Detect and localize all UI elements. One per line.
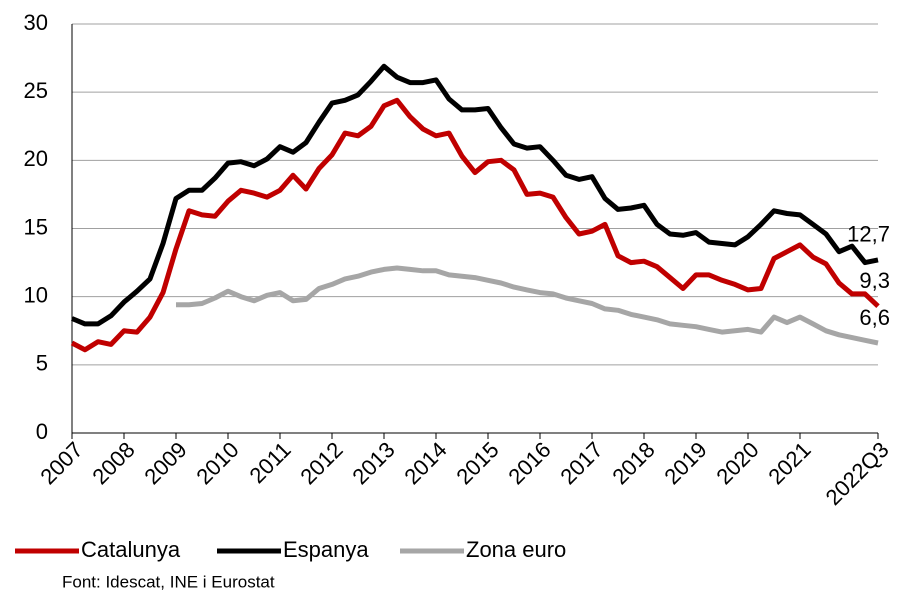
x-tick-label: 2008 [87,437,139,489]
legend-label: Espanya [283,537,369,562]
series-line [176,265,879,346]
y-tick-label: 15 [24,214,48,239]
x-tick-label: 2020 [711,437,763,489]
x-tick-label: 2022Q3 [821,437,894,510]
x-tick-label: 2014 [399,437,451,489]
x-tick-label: 2017 [555,437,607,489]
series-line [71,63,879,327]
value-label: 12,7 [847,222,890,247]
x-tick-label: 2016 [503,437,555,489]
y-tick-label: 0 [36,419,48,444]
x-tick-label: 2011 [245,437,296,488]
x-tick-label: 2018 [607,437,659,489]
x-tick-label: 2021 [763,437,815,489]
y-tick-label: 30 [24,10,48,35]
x-tick-label: 2015 [451,437,503,489]
x-tick-label: 2013 [347,437,399,489]
x-tick-label: 2012 [295,437,347,489]
legend-label: Catalunya [81,537,181,562]
x-tick-label: 2019 [659,437,711,489]
source: Font: Idescat, INE i Eurostat [62,572,275,591]
x-tick-label: 2010 [191,437,243,489]
x-tick-label: 2007 [35,437,87,489]
series-line [70,97,880,353]
y-tick-label: 20 [24,146,48,171]
value-label: 6,6 [859,305,890,330]
y-tick-label: 5 [36,351,48,376]
legend-label: Zona euro [466,537,566,562]
value-label: 9,3 [859,268,890,293]
x-tick-label: 2009 [139,437,191,489]
y-tick-label: 25 [24,78,48,103]
y-tick-label: 10 [24,282,48,307]
